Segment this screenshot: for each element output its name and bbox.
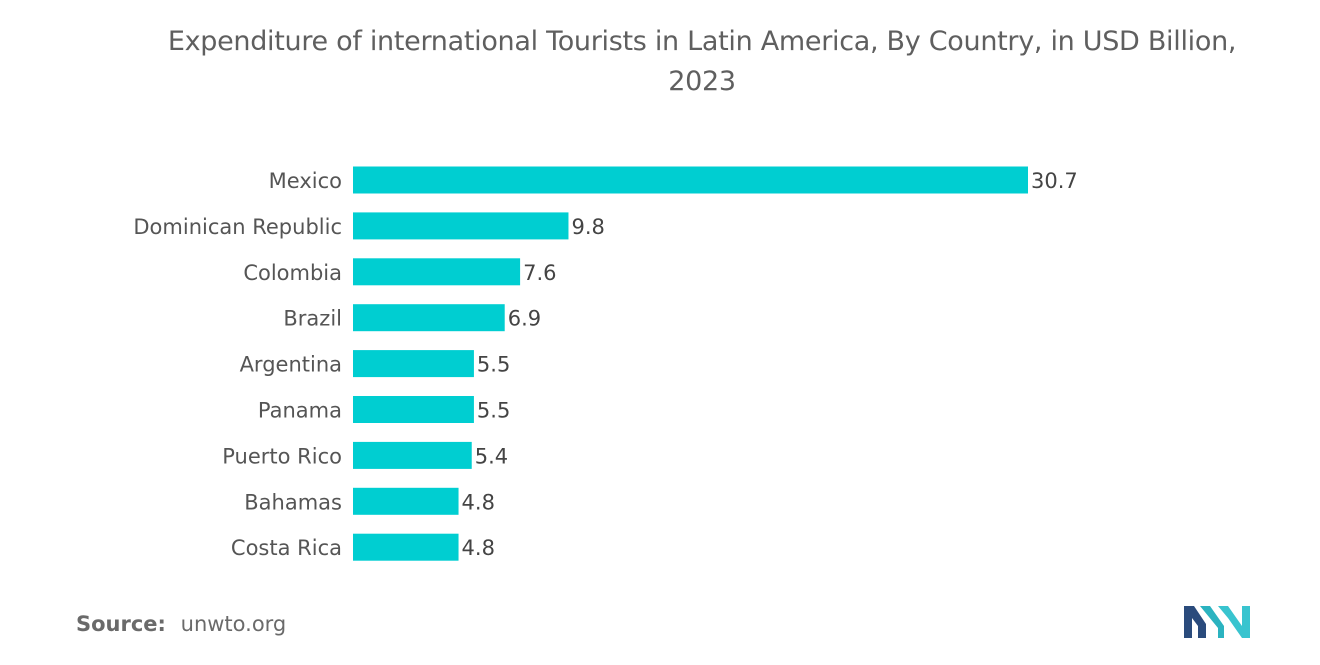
mordor-intelligence-logo-icon: [1184, 606, 1250, 638]
bar-panama: [353, 396, 474, 423]
logo-shape-left: [1184, 606, 1206, 638]
chart-title-line-1: Expenditure of international Tourists in…: [167, 26, 1237, 57]
category-label: Mexico: [269, 169, 342, 193]
category-label: Panama: [258, 399, 342, 423]
bar-colombia: [353, 258, 521, 286]
value-label: 5.5: [477, 353, 510, 377]
category-label: Costa Rica: [231, 536, 342, 560]
bar-chart: Mexico 30.7 Dominican Republic 9.8 Colombia 7…: [133, 166, 1078, 561]
value-label: 4.8: [462, 490, 495, 514]
category-label: Colombia: [243, 261, 342, 285]
category-label: Bahamas: [244, 490, 342, 514]
category-label: Dominican Republic: [133, 215, 342, 239]
value-label: 5.5: [477, 399, 510, 423]
source-note: Source: unwto.org: [76, 612, 286, 636]
logo-shape-middle: [1200, 606, 1224, 638]
bar-mexico: [353, 166, 1028, 194]
category-label: Argentina: [240, 353, 342, 377]
value-label: 30.7: [1031, 169, 1078, 193]
logo-shape-right: [1218, 606, 1250, 638]
chart-title-line-2: 2023: [668, 66, 736, 97]
chart-title: Expenditure of international Tourists in…: [0, 22, 1320, 102]
value-label: 9.8: [571, 215, 604, 239]
bar-bahamas: [353, 487, 459, 515]
value-label: 6.9: [508, 307, 541, 331]
value-label: 5.4: [475, 444, 508, 468]
category-label: Puerto Rico: [222, 444, 342, 468]
source-label: Source:: [76, 612, 166, 636]
category-label: Brazil: [283, 307, 342, 331]
bar-argentina: [353, 350, 474, 378]
bar-dominican-republic: [353, 212, 569, 240]
bar-costa-rica: [353, 533, 459, 561]
bar-brazil: [353, 304, 505, 332]
value-label: 4.8: [462, 536, 495, 560]
bar-puerto-rico: [353, 441, 472, 469]
value-label: 7.6: [523, 261, 556, 285]
source-value: unwto.org: [180, 612, 287, 636]
